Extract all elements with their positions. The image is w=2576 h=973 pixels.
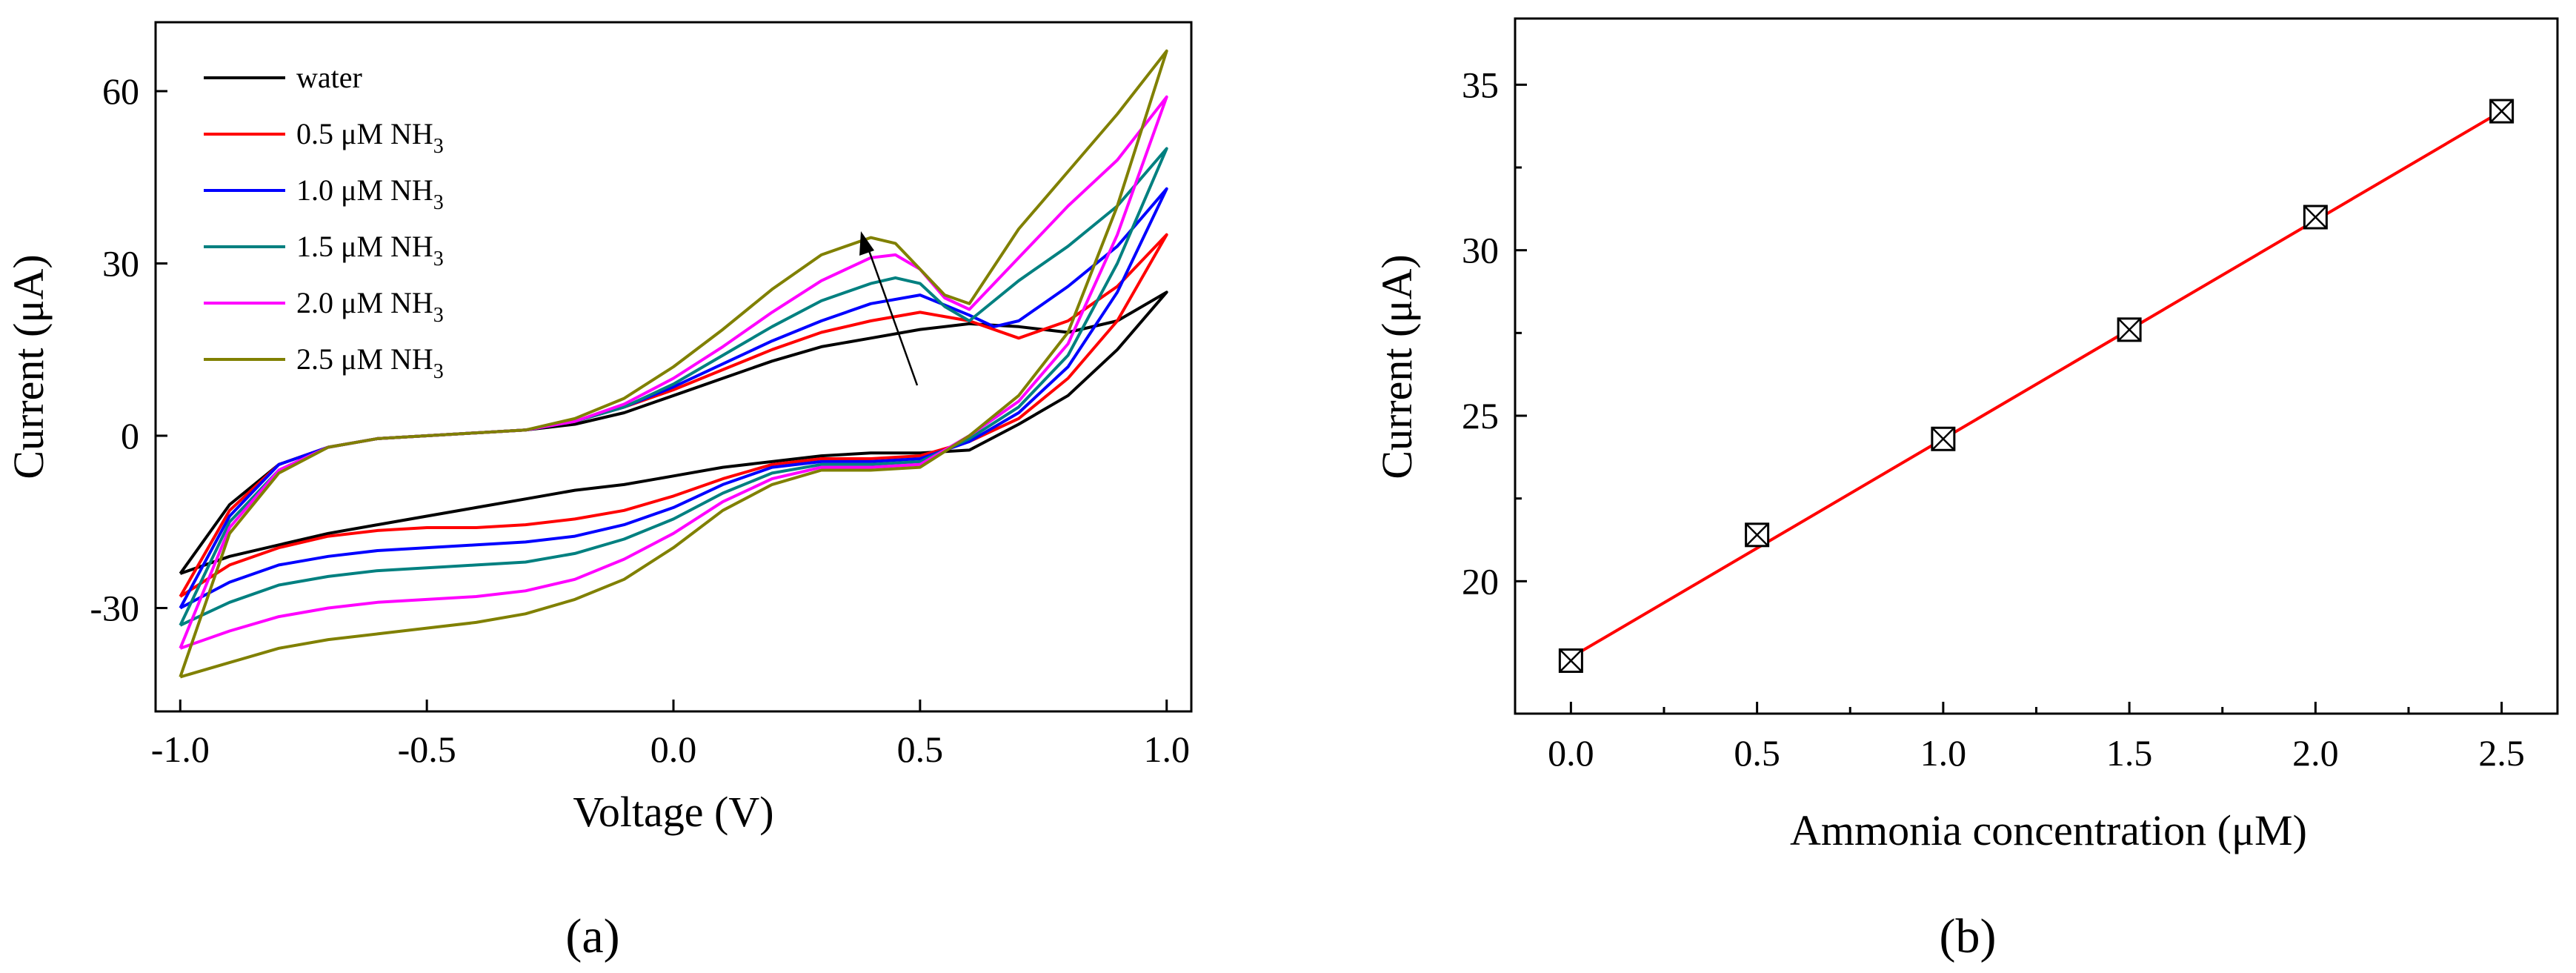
data-point-cross bbox=[2489, 99, 2514, 123]
x-tick-label-b: 0.5 bbox=[1734, 732, 1780, 774]
y-axis-a: -30 0 30 60 bbox=[90, 70, 167, 629]
trend-arrow-head bbox=[859, 231, 874, 256]
linear-fit-line bbox=[1570, 110, 2503, 659]
trend-arrow bbox=[859, 231, 919, 386]
x-tick-label-b: 1.0 bbox=[1920, 732, 1967, 774]
data-point bbox=[2117, 317, 2142, 342]
legend-subscript: 3 bbox=[433, 304, 444, 327]
panel-label-a: (a) bbox=[565, 909, 619, 963]
trend-arrow-shaft bbox=[865, 244, 919, 386]
x-axis-b: 0.0 0.5 1.0 1.5 2.0 2.5 bbox=[1548, 702, 2525, 774]
data-point-cross bbox=[1931, 427, 1955, 451]
x-tick-label-a: -0.5 bbox=[398, 728, 456, 770]
x-tick-label-a: -1.0 bbox=[151, 728, 210, 770]
x-tick-label-a: 0.5 bbox=[897, 728, 944, 770]
data-point-cross bbox=[2303, 205, 2328, 229]
plot-frame-b bbox=[1514, 17, 2559, 715]
y-tick-label-a: -30 bbox=[90, 588, 139, 629]
legend-label-2: 1.0 μM NH3 bbox=[296, 173, 444, 214]
cv-curve-0 bbox=[179, 290, 1168, 575]
legend-label-4: 2.0 μM NH3 bbox=[296, 286, 444, 327]
legend-subscript: 3 bbox=[433, 248, 444, 270]
y-tick-label-b: 25 bbox=[1462, 395, 1499, 436]
data-point-cross bbox=[2117, 317, 2142, 342]
data-point bbox=[1931, 426, 1956, 451]
x-axis-title-b: Ammonia concentration (μM) bbox=[1790, 806, 2307, 854]
x-tick-label-a: 1.0 bbox=[1143, 728, 1190, 770]
legend-subscript: 3 bbox=[433, 191, 444, 214]
x-axis-a: -1.0 -0.5 0.0 0.5 1.0 bbox=[151, 700, 1190, 770]
legend-a: water 0.5 μM NH3 1.0 μM NH3 1.5 μM NH3 2.0 μ… bbox=[204, 61, 444, 383]
legend-subscript: 3 bbox=[433, 135, 444, 158]
y-tick-label-a: 0 bbox=[121, 415, 139, 456]
x-tick-label-b: 2.5 bbox=[2478, 732, 2525, 774]
y-axis-b: 20 25 30 35 bbox=[1462, 64, 1527, 602]
data-point bbox=[1745, 522, 1770, 548]
data-point-cross bbox=[1559, 648, 1583, 673]
y-tick-label-b: 20 bbox=[1462, 560, 1499, 602]
data-points bbox=[1558, 99, 2515, 674]
fit-line bbox=[1570, 110, 2503, 659]
legend-label-0: water bbox=[296, 61, 362, 94]
legend-label-5: 2.5 μM NH3 bbox=[296, 342, 444, 383]
y-tick-label-a: 60 bbox=[102, 70, 139, 112]
y-tick-label-b: 30 bbox=[1462, 230, 1499, 271]
data-point bbox=[2303, 205, 2328, 230]
panel-label-b: (b) bbox=[1940, 909, 1997, 963]
y-tick-label-a: 30 bbox=[102, 243, 139, 285]
panel-a: -1.0 -0.5 0.0 0.5 1.0 -30 0 30 60 Voltage (V) C… bbox=[4, 21, 1193, 963]
x-tick-label-a: 0.0 bbox=[650, 728, 697, 770]
y-axis-title-b: Current (μA) bbox=[1373, 254, 1421, 479]
cv-curves bbox=[179, 49, 1168, 679]
panel-b: 0.0 0.5 1.0 1.5 2.0 2.5 20 25 30 35 Ammonia conc… bbox=[1373, 17, 2559, 963]
y-axis-title-a: Current (μA) bbox=[4, 254, 53, 479]
x-tick-label-b: 1.5 bbox=[2106, 732, 2153, 774]
data-point bbox=[1558, 648, 1583, 674]
x-tick-label-b: 2.0 bbox=[2292, 732, 2339, 774]
data-point-cross bbox=[1745, 522, 1769, 547]
data-point bbox=[2489, 99, 2515, 124]
legend-label-3: 1.5 μM NH3 bbox=[296, 230, 444, 270]
legend-subscript: 3 bbox=[433, 360, 444, 383]
x-axis-title-a: Voltage (V) bbox=[573, 788, 773, 836]
y-tick-label-b: 35 bbox=[1462, 64, 1499, 105]
x-tick-label-b: 0.0 bbox=[1548, 732, 1594, 774]
legend-label-1: 0.5 μM NH3 bbox=[296, 117, 444, 158]
cv-curve-5 bbox=[179, 49, 1168, 679]
